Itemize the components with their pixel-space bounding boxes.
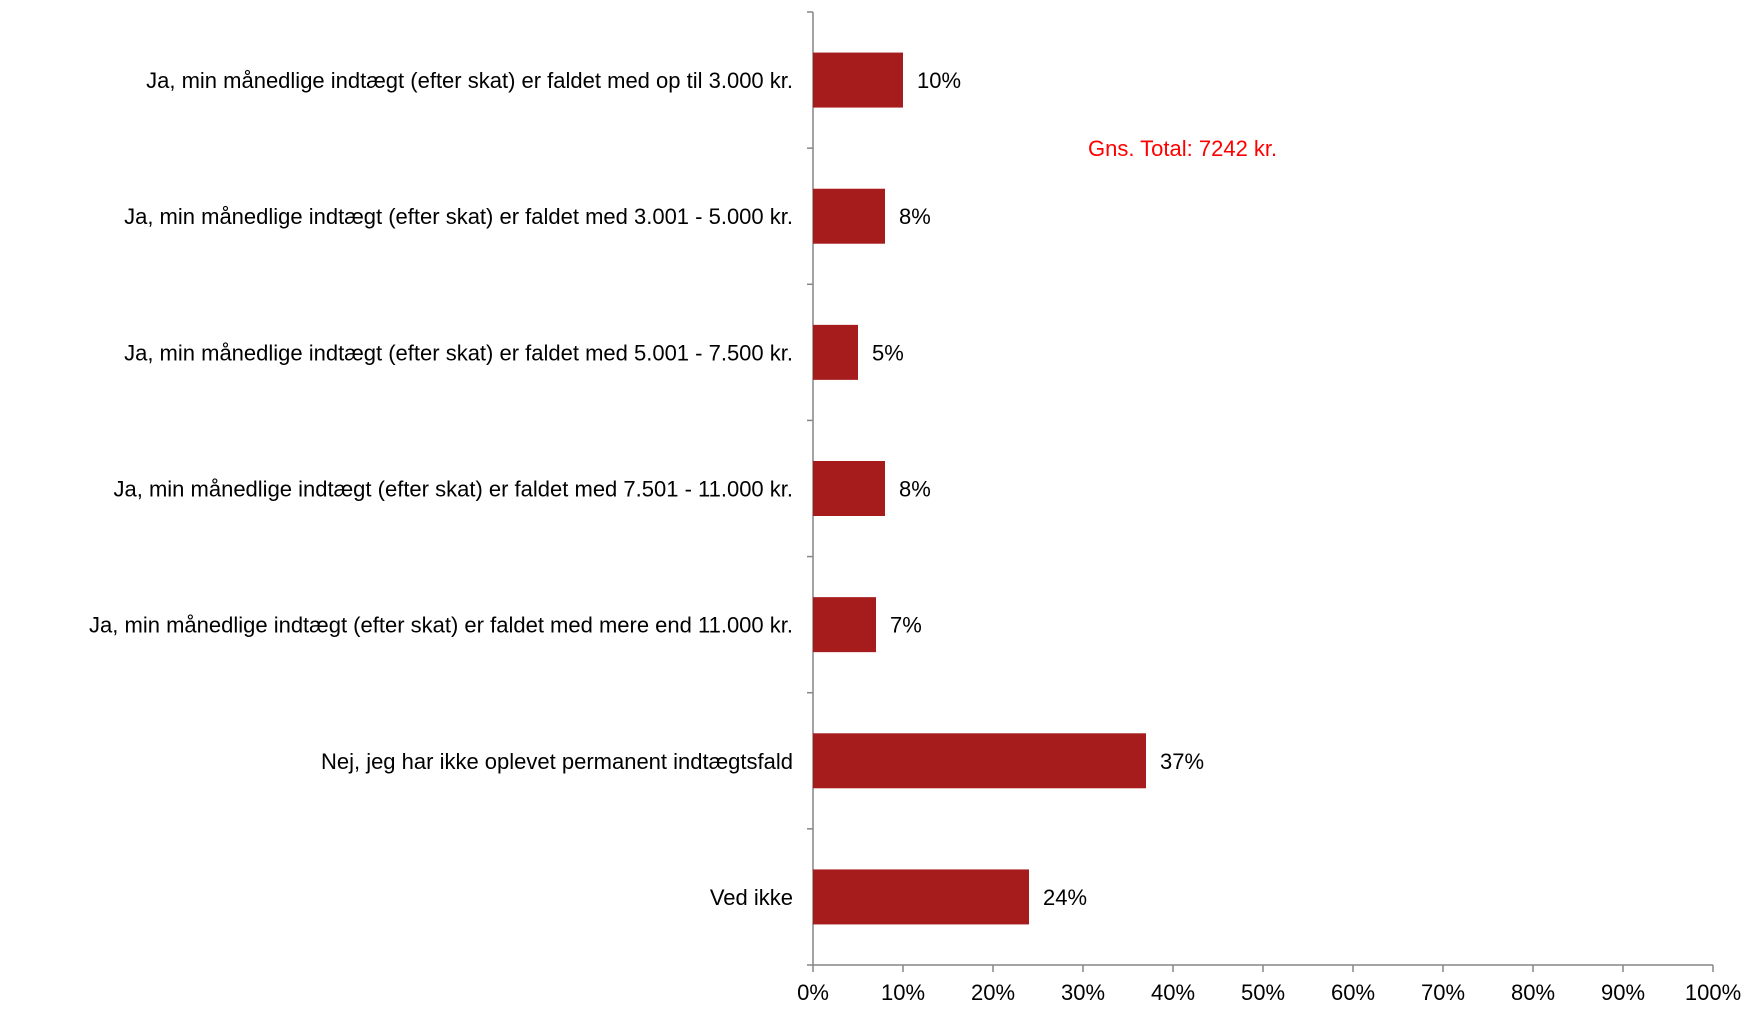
bar	[813, 733, 1146, 789]
value-label: 10%	[917, 68, 961, 93]
value-axis-tick-label: 40%	[1151, 980, 1195, 1005]
average-total-annotation: Gns. Total: 7242 kr.	[1088, 136, 1277, 161]
category-label: Ved ikke	[710, 885, 793, 910]
axes-layer: 0% 10% 20% 30% 40% 50% 60% 70% 80% 90% 100%	[797, 11, 1741, 1005]
category-label: Ja, min månedlige indtægt (efter skat) e…	[124, 204, 793, 229]
bar	[813, 869, 1029, 925]
value-axis-tick-label: 10%	[881, 980, 925, 1005]
value-axis-tick-label: 30%	[1061, 980, 1105, 1005]
labels-layer: Ja, min månedlige indtægt (efter skat) e…	[89, 68, 1204, 910]
value-label: 8%	[899, 204, 931, 229]
value-axis-tick-label: 20%	[971, 980, 1015, 1005]
bar	[813, 188, 885, 244]
category-label: Ja, min månedlige indtægt (efter skat) e…	[146, 68, 793, 93]
bar	[813, 52, 903, 108]
value-axis-tick-label: 80%	[1511, 980, 1555, 1005]
value-axis-tick-label: 50%	[1241, 980, 1285, 1005]
bars-layer	[813, 52, 1146, 925]
category-label: Nej, jeg har ikke oplevet permanent indt…	[321, 749, 793, 774]
category-label: Ja, min månedlige indtægt (efter skat) e…	[114, 477, 794, 502]
bar	[813, 324, 858, 380]
value-label: 7%	[890, 613, 922, 638]
value-label: 24%	[1043, 885, 1087, 910]
value-label: 5%	[872, 340, 904, 365]
value-axis-tick-label: 60%	[1331, 980, 1375, 1005]
value-axis-tick-label: 0%	[797, 980, 829, 1005]
value-label: 8%	[899, 477, 931, 502]
value-axis-tick-label: 100%	[1685, 980, 1741, 1005]
category-label: Ja, min månedlige indtægt (efter skat) e…	[89, 613, 793, 638]
category-label: Ja, min månedlige indtægt (efter skat) e…	[124, 340, 793, 365]
value-axis-tick-label: 90%	[1601, 980, 1645, 1005]
value-axis-tick-label: 70%	[1421, 980, 1465, 1005]
bar	[813, 597, 876, 653]
value-label: 37%	[1160, 749, 1204, 774]
bar	[813, 461, 885, 516]
